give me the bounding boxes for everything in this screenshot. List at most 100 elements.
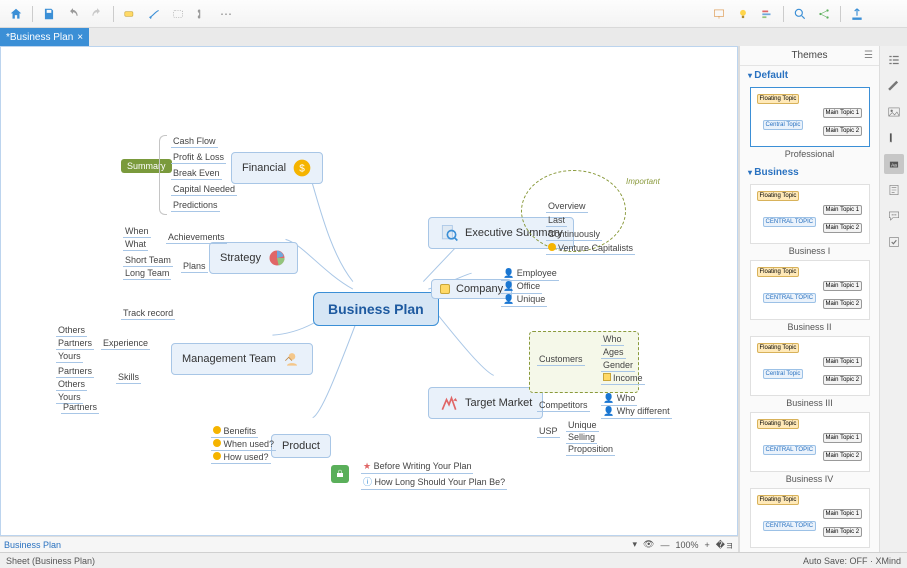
leaf[interactable]: Benefits (211, 425, 258, 438)
branch-company[interactable]: Company (431, 279, 512, 299)
mindmap-canvas[interactable]: Business Plan Financial $ Summary Cash F… (0, 46, 738, 536)
subgroup-plans[interactable]: Plans (181, 260, 208, 273)
boundary-icon[interactable] (168, 4, 188, 24)
export-icon[interactable] (847, 4, 867, 24)
leaf[interactable]: What (123, 238, 148, 251)
canvas-footer: Business Plan ▾ 👁 — 100% + �ョ (0, 536, 738, 552)
leaf[interactable]: Others (56, 378, 87, 391)
leaf[interactable]: Short Team (123, 254, 173, 267)
theme-thumb[interactable]: Floating TopicCENTRAL TOPICMain Topic 1M… (750, 260, 870, 320)
theme-section[interactable]: Business (740, 163, 879, 182)
leaf[interactable]: 👤 Office (501, 280, 542, 294)
search-icon[interactable] (790, 4, 810, 24)
fit-icon[interactable]: �ョ (716, 538, 734, 551)
gear-icon[interactable]: ☰ (864, 50, 873, 61)
rail-format-icon[interactable] (884, 76, 904, 96)
theme-thumb[interactable]: Floating TopicCentral TopicMain Topic 1M… (750, 336, 870, 396)
subgroup-usp[interactable]: USP (537, 425, 560, 438)
branch-label: Management Team (182, 353, 276, 365)
floating-topic-icon[interactable] (331, 465, 349, 483)
eye-icon[interactable]: 👁 (643, 539, 654, 550)
subgroup-competitors[interactable]: Competitors (537, 399, 590, 412)
rail-theme-icon[interactable]: Aa (884, 154, 904, 174)
leaf[interactable]: Proposition (566, 443, 615, 456)
boundary-label: Important (626, 177, 660, 186)
leaf[interactable]: When (123, 225, 151, 238)
leaf[interactable]: Partners (61, 401, 99, 414)
leaf[interactable]: Others (56, 324, 87, 337)
leaf[interactable]: Break Even (171, 167, 222, 180)
leaf[interactable]: Continuously (546, 228, 602, 241)
sheet-tab[interactable]: Business Plan (4, 540, 61, 550)
rail-task-icon[interactable] (884, 232, 904, 252)
close-icon[interactable]: × (77, 32, 83, 43)
brainstorm-icon[interactable] (733, 4, 753, 24)
theme-thumb[interactable]: Floating TopicCentral TopicMain Topic 1M… (750, 87, 870, 147)
leaf[interactable]: Income (601, 372, 645, 385)
leaf[interactable]: Last (546, 214, 567, 227)
leaf[interactable]: 👤 Unique (501, 293, 547, 307)
theme-section[interactable]: Default (740, 66, 879, 85)
share-icon[interactable] (814, 4, 834, 24)
leaf[interactable]: Ages (601, 346, 626, 359)
leaf[interactable]: Overview (546, 200, 588, 213)
leaf[interactable]: Partners (56, 365, 94, 378)
leaf[interactable]: Yours (56, 350, 83, 363)
subgroup-achievements[interactable]: Achievements (166, 231, 227, 244)
leaf[interactable]: Profit & Loss (171, 151, 226, 164)
present-icon[interactable] (709, 4, 729, 24)
leaf[interactable]: How used? (211, 451, 271, 464)
summary-icon[interactable] (192, 4, 212, 24)
floating-topic[interactable]: ⓘ How Long Should Your Plan Be? (361, 474, 507, 490)
home-icon[interactable] (6, 4, 26, 24)
leaf[interactable]: 👤 Why different (601, 405, 672, 419)
rail-outline-icon[interactable] (884, 50, 904, 70)
status-sheet: Sheet (Business Plan) (6, 556, 95, 566)
leaf[interactable]: 👤 Who (601, 392, 637, 406)
branch-strategy[interactable]: Strategy (209, 242, 298, 274)
gantt-icon[interactable] (757, 4, 777, 24)
leaf[interactable]: Long Team (123, 267, 171, 280)
top-toolbar: ⋯ (0, 0, 907, 28)
branch-label: Strategy (220, 252, 261, 264)
relationship-icon[interactable] (144, 4, 164, 24)
leaf[interactable]: Cash Flow (171, 135, 218, 148)
more-icon[interactable]: ⋯ (216, 4, 236, 24)
leaf[interactable]: Venture Capitalists (546, 242, 635, 255)
insert-topic-icon[interactable] (120, 4, 140, 24)
branch-management[interactable]: Management Team (171, 343, 313, 375)
subgroup-experience[interactable]: Experience (101, 337, 150, 350)
theme-label: Professional (740, 149, 879, 159)
filter-icon[interactable]: ▾ (633, 539, 638, 550)
branch-product[interactable]: Product (271, 434, 331, 458)
zoom-level[interactable]: 100% (675, 540, 698, 550)
rail-marker-icon[interactable] (884, 128, 904, 148)
save-icon[interactable] (39, 4, 59, 24)
summary-bracket (159, 135, 167, 215)
floating-topic[interactable]: ★ Before Writing Your Plan (361, 460, 473, 474)
file-tab[interactable]: *Business Plan × (0, 28, 89, 46)
subgroup-customers[interactable]: Customers (537, 353, 585, 366)
undo-icon[interactable] (63, 4, 83, 24)
leaf[interactable]: Partners (56, 337, 94, 350)
central-topic[interactable]: Business Plan (313, 292, 439, 326)
leaf[interactable]: Gender (601, 359, 635, 372)
leaf[interactable]: When used? (211, 438, 276, 451)
rail-image-icon[interactable] (884, 102, 904, 122)
leaf[interactable]: Who (601, 333, 624, 346)
leaf[interactable]: Capital Needed (171, 183, 237, 196)
theme-thumb[interactable]: Floating TopicCENTRAL TOPICMain Topic 1M… (750, 412, 870, 472)
rail-comment-icon[interactable] (884, 206, 904, 226)
rail-note-icon[interactable] (884, 180, 904, 200)
subgroup-skills[interactable]: Skills (116, 371, 141, 384)
theme-thumb[interactable]: Floating TopicCENTRAL TOPICMain Topic 1M… (750, 184, 870, 244)
leaf[interactable]: 👤 Employee (501, 267, 559, 281)
theme-thumb[interactable]: Floating TopicCENTRAL TOPICMain Topic 1M… (750, 488, 870, 548)
branch-financial[interactable]: Financial $ (231, 152, 323, 184)
leaf[interactable]: Predictions (171, 199, 220, 212)
themes-header: Themes ☰ (740, 46, 879, 66)
subgroup-trackrecord[interactable]: Track record (121, 307, 175, 320)
central-topic-label: Business Plan (328, 301, 424, 317)
branch-target[interactable]: Target Market (428, 387, 543, 419)
redo-icon[interactable] (87, 4, 107, 24)
